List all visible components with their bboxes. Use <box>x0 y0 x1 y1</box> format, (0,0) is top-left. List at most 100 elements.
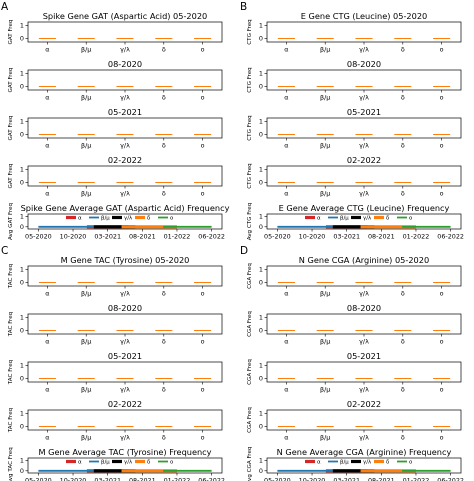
y-tick-label: 1 <box>20 70 24 78</box>
x-tick-label: β/μ <box>320 94 330 102</box>
subplot-title: M Gene Average TAC (Tyrosine) Frequency <box>38 447 211 457</box>
subplot-title: 02-2022 <box>108 399 142 409</box>
y-tick-label: 0 <box>20 327 24 335</box>
axes-frame <box>266 213 462 230</box>
x-tick-label: ο <box>201 386 205 394</box>
y-axis-label: TAC Freq <box>8 263 14 289</box>
y-axis-label: Avg CGA Freq <box>247 446 253 481</box>
subplot-d-2: 05-2021 1 0 CGA Freq α β/μ γ/λ δ ο <box>247 351 462 394</box>
subplot-c-3: 02-2022 1 0 TAC Freq α β/μ γ/λ δ ο <box>8 399 223 442</box>
subplot-title: 02-2022 <box>347 155 381 165</box>
y-tick-label: 1 <box>259 362 263 370</box>
x-tick-label: β/μ <box>81 190 91 198</box>
x-tick-label: δ <box>162 142 166 150</box>
x-tick-label: δ <box>162 290 166 298</box>
x-tick-label: ο <box>201 94 205 102</box>
x-tick-label: β/μ <box>320 434 330 442</box>
legend-label: δ <box>147 460 150 466</box>
x-tick-label: 01-2022 <box>403 477 430 481</box>
y-axis-label: TAC Freq <box>8 359 14 385</box>
y-axis-label: GAT Freq <box>8 115 14 140</box>
subplot-title: 08-2020 <box>347 59 381 69</box>
legend-label: β/μ <box>101 460 110 466</box>
x-tick-label: γ/λ <box>120 386 130 394</box>
x-tick-label: β/μ <box>320 386 330 394</box>
x-tick-label: β/μ <box>81 94 91 102</box>
x-tick-label: γ/λ <box>120 338 130 346</box>
x-tick-label: ο <box>440 190 444 198</box>
subplot-d-0: N Gene CGA (Arginine) 05-2020 1 0 CGA Freq α… <box>247 255 462 298</box>
y-axis-label: CTG Freq <box>247 19 253 45</box>
x-tick-label: 10-2020 <box>299 233 326 241</box>
x-tick-label: 05-2020 <box>25 477 52 481</box>
y-axis-label: CGA Freq <box>247 311 253 337</box>
x-tick-label: α <box>284 142 288 150</box>
x-tick-label: γ/λ <box>120 190 130 198</box>
x-tick-label: α <box>45 190 49 198</box>
x-tick-label: ο <box>440 434 444 442</box>
y-tick-label: 0 <box>259 467 263 475</box>
x-tick-label: β/μ <box>81 386 91 394</box>
y-tick-label: 0 <box>259 327 263 335</box>
x-tick-label: ο <box>440 94 444 102</box>
y-axis-label: Avg GAT Freq <box>8 203 14 240</box>
legend-label: β/μ <box>101 216 110 222</box>
x-tick-label: ο <box>201 46 205 54</box>
legend-label: β/μ <box>340 460 349 466</box>
x-tick-label: γ/λ <box>120 142 130 150</box>
legend-label: γ/λ <box>124 216 133 222</box>
x-tick-label: γ/λ <box>120 290 130 298</box>
x-tick-label: δ <box>162 94 166 102</box>
y-axis-label: Avg CTG Freq <box>247 202 253 240</box>
y-tick-label: 0 <box>259 223 263 231</box>
x-tick-label: β/μ <box>81 142 91 150</box>
subplot-title: Spike Gene Average GAT (Aspartic Acid) F… <box>21 203 230 213</box>
y-tick-label: 1 <box>20 362 24 370</box>
subplot-title: 05-2021 <box>347 351 381 361</box>
legend-label: ο <box>409 460 412 466</box>
subplot-title: 08-2020 <box>108 303 142 313</box>
x-tick-label: δ <box>401 338 405 346</box>
legend-label: α <box>317 216 321 222</box>
y-tick-label: 0 <box>20 423 24 431</box>
y-tick-label: 1 <box>20 410 24 418</box>
legend-label: δ <box>386 460 389 466</box>
x-tick-label: 10-2020 <box>60 233 87 241</box>
subplots: Spike Gene GAT (Aspartic Acid) 05-202010… <box>8 11 464 481</box>
x-tick-label: ο <box>440 338 444 346</box>
y-axis-label: CTG Freq <box>247 115 253 141</box>
x-tick-label: ο <box>440 46 444 54</box>
subplot-b-0: E Gene CTG (Leucine) 05-2020 1 0 CTG Freq α β… <box>247 11 462 54</box>
y-axis-label: CGA Freq <box>247 359 253 385</box>
x-tick-label: α <box>284 386 288 394</box>
x-tick-label: γ/λ <box>359 386 369 394</box>
x-tick-label: 01-2022 <box>403 233 430 241</box>
y-axis-label: TAC Freq <box>8 311 14 337</box>
subplot-c-1: 08-2020 1 0 TAC Freq α β/μ γ/λ δ ο <box>8 303 223 346</box>
x-tick-label: γ/λ <box>120 434 130 442</box>
x-tick-label: 03-2021 <box>333 233 360 241</box>
legend-label: α <box>78 460 82 466</box>
panel-label-a: A <box>1 1 9 13</box>
x-tick-label: 03-2021 <box>94 233 121 241</box>
y-axis-label: GAT Freq <box>8 19 14 44</box>
x-tick-label: 10-2020 <box>299 477 326 481</box>
y-axis-label: CTG Freq <box>247 67 253 93</box>
subplot-c-4: M Gene Average TAC (Tyrosine) Frequency 1… <box>8 447 225 481</box>
subplot-title: E Gene CTG (Leucine) 05-2020 <box>301 11 428 21</box>
x-tick-label: 01-2022 <box>164 477 191 481</box>
y-tick-label: 0 <box>20 131 24 139</box>
x-tick-label: γ/λ <box>359 338 369 346</box>
x-tick-label: 05-2020 <box>264 233 291 241</box>
y-tick-label: 0 <box>20 83 24 91</box>
y-axis-label: CTG Freq <box>247 163 253 189</box>
y-tick-label: 1 <box>20 314 24 322</box>
legend-label: β/μ <box>340 216 349 222</box>
subplot-a-4: Spike Gene Average GAT (Aspartic Acid) F… <box>8 203 230 241</box>
x-tick-label: δ <box>162 46 166 54</box>
x-tick-label: δ <box>401 94 405 102</box>
x-tick-label: γ/λ <box>359 94 369 102</box>
x-tick-label: 05-2020 <box>25 233 52 241</box>
legend-label: ο <box>170 216 173 222</box>
y-tick-label: 1 <box>259 22 263 30</box>
